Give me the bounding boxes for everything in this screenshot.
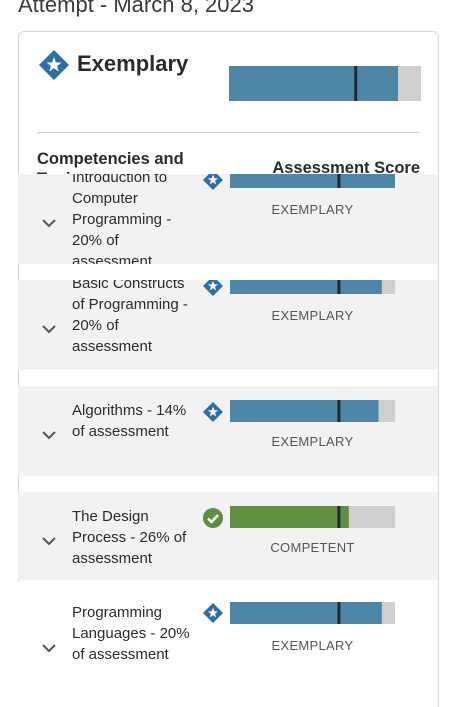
topic-name: Basic Constructs of Programming - 20% of… bbox=[72, 280, 188, 355]
bar-marker bbox=[337, 506, 341, 528]
star-badge-icon bbox=[203, 174, 223, 190]
score-level: EXEMPLARY bbox=[271, 202, 354, 217]
chevron-down-icon[interactable] bbox=[42, 430, 56, 440]
star-badge-icon bbox=[203, 280, 223, 296]
topic-score-bar bbox=[230, 602, 395, 624]
bar-fill bbox=[230, 506, 349, 528]
topic-name: Introduction to Computer Programming - 2… bbox=[72, 174, 172, 264]
topic-row[interactable]: Basic Constructs of Programming - 20% of… bbox=[18, 280, 438, 370]
star-badge-icon bbox=[39, 50, 69, 80]
bar-fill bbox=[229, 66, 398, 101]
chevron-down-icon[interactable] bbox=[42, 536, 56, 546]
topic-score-bar bbox=[230, 400, 395, 422]
bar-marker bbox=[337, 174, 341, 188]
assessment-score-header: Assessment Score bbox=[272, 159, 420, 177]
topic-row[interactable]: Introduction to Computer Programming - 2… bbox=[18, 174, 438, 264]
bar-fill bbox=[230, 400, 379, 422]
bar-fill bbox=[230, 174, 395, 188]
star-badge-icon bbox=[203, 402, 223, 422]
check-badge-icon bbox=[203, 508, 223, 528]
topic-score-bar bbox=[230, 174, 395, 188]
topic-name: Programming Languages - 20% of assessmen… bbox=[72, 604, 190, 663]
bar-marker bbox=[354, 66, 358, 101]
star-badge-icon bbox=[203, 603, 223, 623]
topic-score-bar bbox=[230, 280, 395, 294]
score-level: EXEMPLARY bbox=[271, 308, 354, 323]
topic-row[interactable]: The Design Process - 26% of assessment C… bbox=[18, 492, 438, 580]
attempt-title: Attempt - March 8, 2023 bbox=[18, 0, 254, 17]
bar-fill bbox=[230, 280, 382, 294]
bar-marker bbox=[337, 602, 341, 624]
bar-marker bbox=[337, 280, 341, 294]
topic-row[interactable]: Programming Languages - 20% of assessmen… bbox=[18, 582, 438, 707]
overall-level: Exemplary bbox=[77, 51, 189, 76]
chevron-down-icon[interactable] bbox=[42, 324, 56, 334]
topic-list: Introduction to Computer Programming - 2… bbox=[18, 174, 439, 707]
topic-score-bar bbox=[230, 506, 395, 528]
chevron-down-icon[interactable] bbox=[42, 218, 56, 228]
topic-name: The Design Process - 26% of assessment bbox=[72, 508, 187, 567]
chevron-down-icon[interactable] bbox=[42, 643, 56, 653]
overall-score-bar bbox=[229, 66, 421, 101]
score-level: COMPETENT bbox=[270, 540, 355, 555]
score-level: EXEMPLARY bbox=[271, 434, 354, 449]
bar-marker bbox=[337, 400, 341, 422]
topic-row[interactable]: Algorithms - 14% of assessment EXEMPLARY bbox=[18, 386, 438, 476]
divider bbox=[37, 132, 420, 133]
bar-fill bbox=[230, 602, 382, 624]
topic-name: Algorithms - 14% of assessment bbox=[72, 402, 187, 440]
score-level: EXEMPLARY bbox=[271, 638, 354, 653]
overall-score: Exemplary bbox=[39, 50, 421, 101]
